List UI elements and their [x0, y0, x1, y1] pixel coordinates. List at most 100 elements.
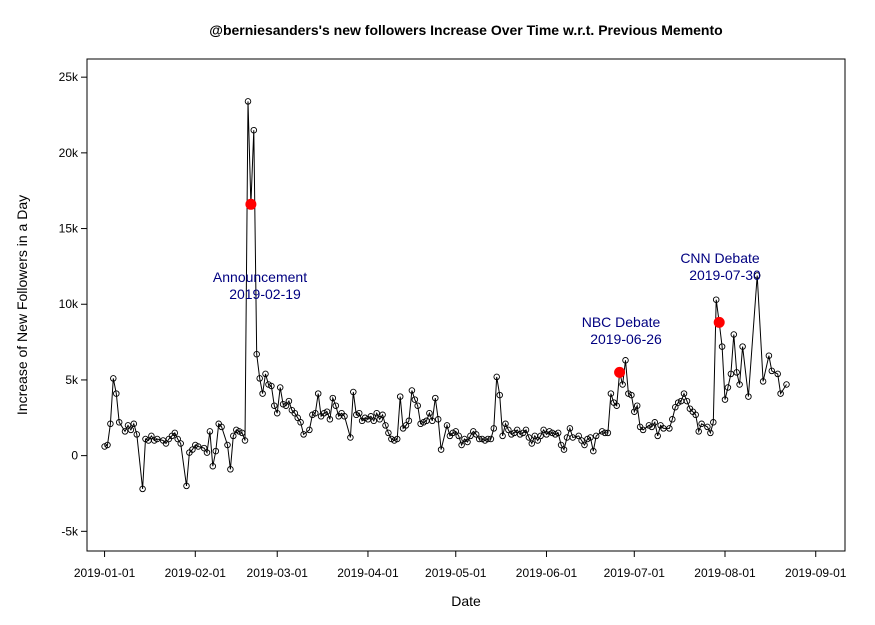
data-point: [604, 429, 612, 437]
data-point: [639, 426, 647, 434]
data-point: [153, 435, 161, 443]
data-point: [625, 390, 632, 397]
x-tick-label: 2019-02-01: [165, 566, 227, 580]
x-tick-label: 2019-01-01: [74, 566, 136, 580]
data-point: [557, 441, 565, 449]
data-point: [651, 419, 659, 426]
data-point: [206, 428, 214, 435]
data-point: [271, 402, 278, 409]
data-point: [139, 485, 146, 493]
y-tick-label: 20k: [59, 146, 79, 160]
data-point: [121, 428, 129, 435]
x-tick-label: 2019-04-01: [337, 566, 399, 580]
data-point: [560, 446, 568, 453]
data-point: [502, 420, 509, 428]
annotation-line: NBC Debate: [582, 314, 661, 330]
data-point: [745, 393, 752, 400]
data-point: [376, 416, 383, 423]
data-point: [587, 434, 594, 441]
data-point: [312, 409, 319, 417]
data-point: [613, 402, 620, 409]
data-point: [484, 435, 492, 443]
data-point: [347, 434, 354, 441]
data-point: [224, 441, 231, 449]
data-point: [680, 390, 688, 397]
data-point: [183, 482, 190, 490]
data-point: [273, 409, 281, 417]
data-point: [534, 437, 541, 444]
data-point: [253, 350, 260, 358]
data-point: [648, 423, 656, 431]
data-point: [654, 432, 661, 440]
data-point: [467, 432, 474, 440]
data-point: [227, 466, 234, 473]
data-point: [189, 446, 196, 453]
chart-title: @berniesanders's new followers Increase …: [209, 22, 722, 38]
data-point: [704, 423, 711, 431]
data-point: [777, 390, 784, 397]
data-point: [382, 422, 389, 429]
y-tick-label: 10k: [59, 297, 79, 311]
data-point: [171, 429, 179, 437]
data-point: [672, 403, 679, 411]
series-layer: [101, 98, 790, 493]
data-point: [367, 413, 375, 420]
data-point: [174, 435, 181, 443]
data-point: [432, 394, 439, 402]
data-point: [631, 408, 638, 415]
data-point: [329, 394, 337, 402]
data-point: [452, 428, 460, 435]
data-point: [724, 384, 732, 391]
data-point: [736, 381, 743, 388]
x-tick-label: 2019-09-01: [785, 566, 847, 580]
data-point: [341, 413, 348, 420]
annotation-line: 2019-07-30: [689, 267, 761, 283]
data-point: [323, 408, 331, 415]
data-point: [683, 397, 691, 405]
data-point: [194, 443, 202, 450]
annotation-line: Announcement: [213, 269, 307, 285]
data-point: [408, 387, 416, 394]
annotation-line: 2019-02-19: [229, 286, 301, 302]
data-point: [434, 416, 442, 423]
x-tick-label: 2019-06-01: [516, 566, 578, 580]
annotation-line: CNN Debate: [680, 250, 760, 266]
x-axis-label: Date: [451, 593, 481, 609]
data-point: [113, 390, 120, 397]
y-tick-label: 5k: [65, 373, 79, 387]
data-point: [212, 447, 220, 455]
data-point: [455, 432, 462, 440]
data-point: [554, 429, 562, 437]
data-point: [472, 431, 480, 438]
data-point: [332, 402, 340, 409]
data-point: [493, 373, 500, 381]
data-point: [262, 370, 269, 378]
data-point: [110, 375, 117, 382]
data-point: [148, 432, 155, 440]
data-point: [768, 367, 776, 375]
data-point: [291, 409, 299, 417]
data-point: [710, 419, 717, 426]
data-point: [209, 462, 217, 470]
data-point: [218, 423, 225, 431]
data-point: [411, 396, 419, 403]
data-point: [250, 126, 258, 134]
data-point: [414, 402, 421, 409]
data-point: [590, 447, 597, 455]
data-point: [628, 391, 635, 399]
data-point: [499, 432, 506, 440]
data-point: [326, 416, 334, 423]
data-point: [537, 432, 544, 440]
data-point: [581, 441, 588, 449]
x-tick-label: 2019-03-01: [247, 566, 309, 580]
data-point: [130, 420, 138, 428]
data-point: [355, 409, 363, 417]
data-point: [490, 425, 498, 432]
y-tick-label: 0: [71, 449, 78, 463]
data-point: [107, 420, 114, 428]
data-point: [733, 369, 740, 376]
data-point: [300, 431, 307, 438]
data-point: [379, 411, 386, 419]
